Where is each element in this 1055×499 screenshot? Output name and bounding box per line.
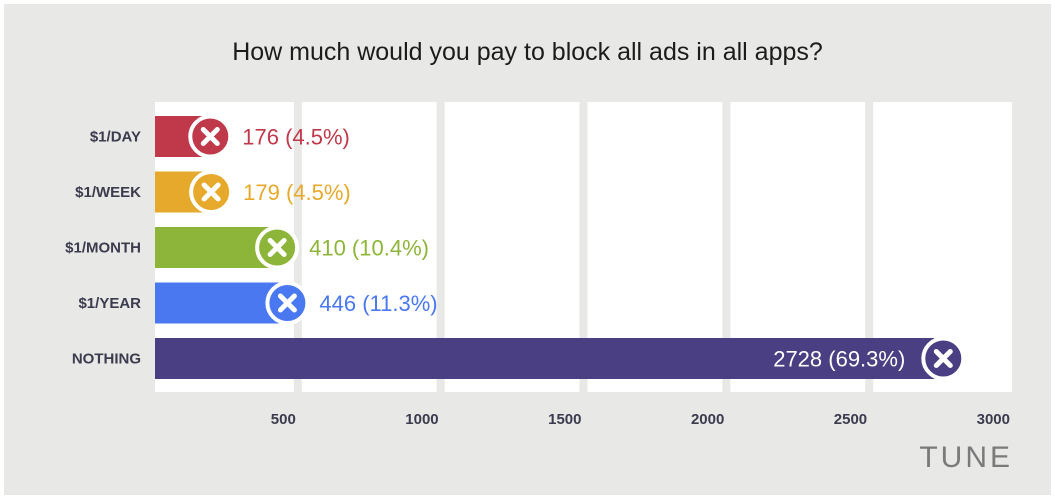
data-label: 2728 (69.3%)	[773, 347, 905, 372]
category-label: $1/DAY	[90, 129, 141, 146]
x-tick-label: 3000	[977, 411, 1010, 428]
close-icon-cross	[277, 293, 297, 313]
category-label: $1/MONTH	[65, 240, 141, 257]
category-label: $1/WEEK	[75, 184, 141, 201]
x-tick-label: 500	[271, 411, 296, 428]
data-label: 446 (11.3%)	[319, 291, 437, 316]
x-tick-label: 1000	[405, 411, 438, 428]
x-tick-label: 1500	[548, 411, 581, 428]
gridline	[579, 102, 588, 392]
data-label: 179 (4.5%)	[243, 180, 351, 205]
tune-logo: TUNE	[919, 441, 1013, 474]
x-tick-label: 2500	[834, 411, 867, 428]
data-label: 410 (10.4%)	[309, 236, 429, 261]
bar	[155, 282, 283, 324]
close-icon-cross	[200, 127, 220, 146]
bar	[155, 338, 935, 379]
gridline	[436, 102, 445, 392]
gridline	[865, 102, 874, 392]
close-icon-cross	[267, 238, 287, 257]
data-label: 176 (4.5%)	[242, 125, 350, 150]
category-label: NOTHING	[72, 351, 141, 368]
chart-title: How much would you pay to block all ads …	[232, 38, 823, 66]
x-tick-label: 2000	[691, 411, 724, 428]
close-icon-cross	[201, 182, 221, 202]
bar	[155, 227, 273, 268]
gridline	[722, 102, 731, 392]
category-label: $1/YEAR	[78, 295, 141, 312]
close-icon-cross	[933, 349, 953, 368]
